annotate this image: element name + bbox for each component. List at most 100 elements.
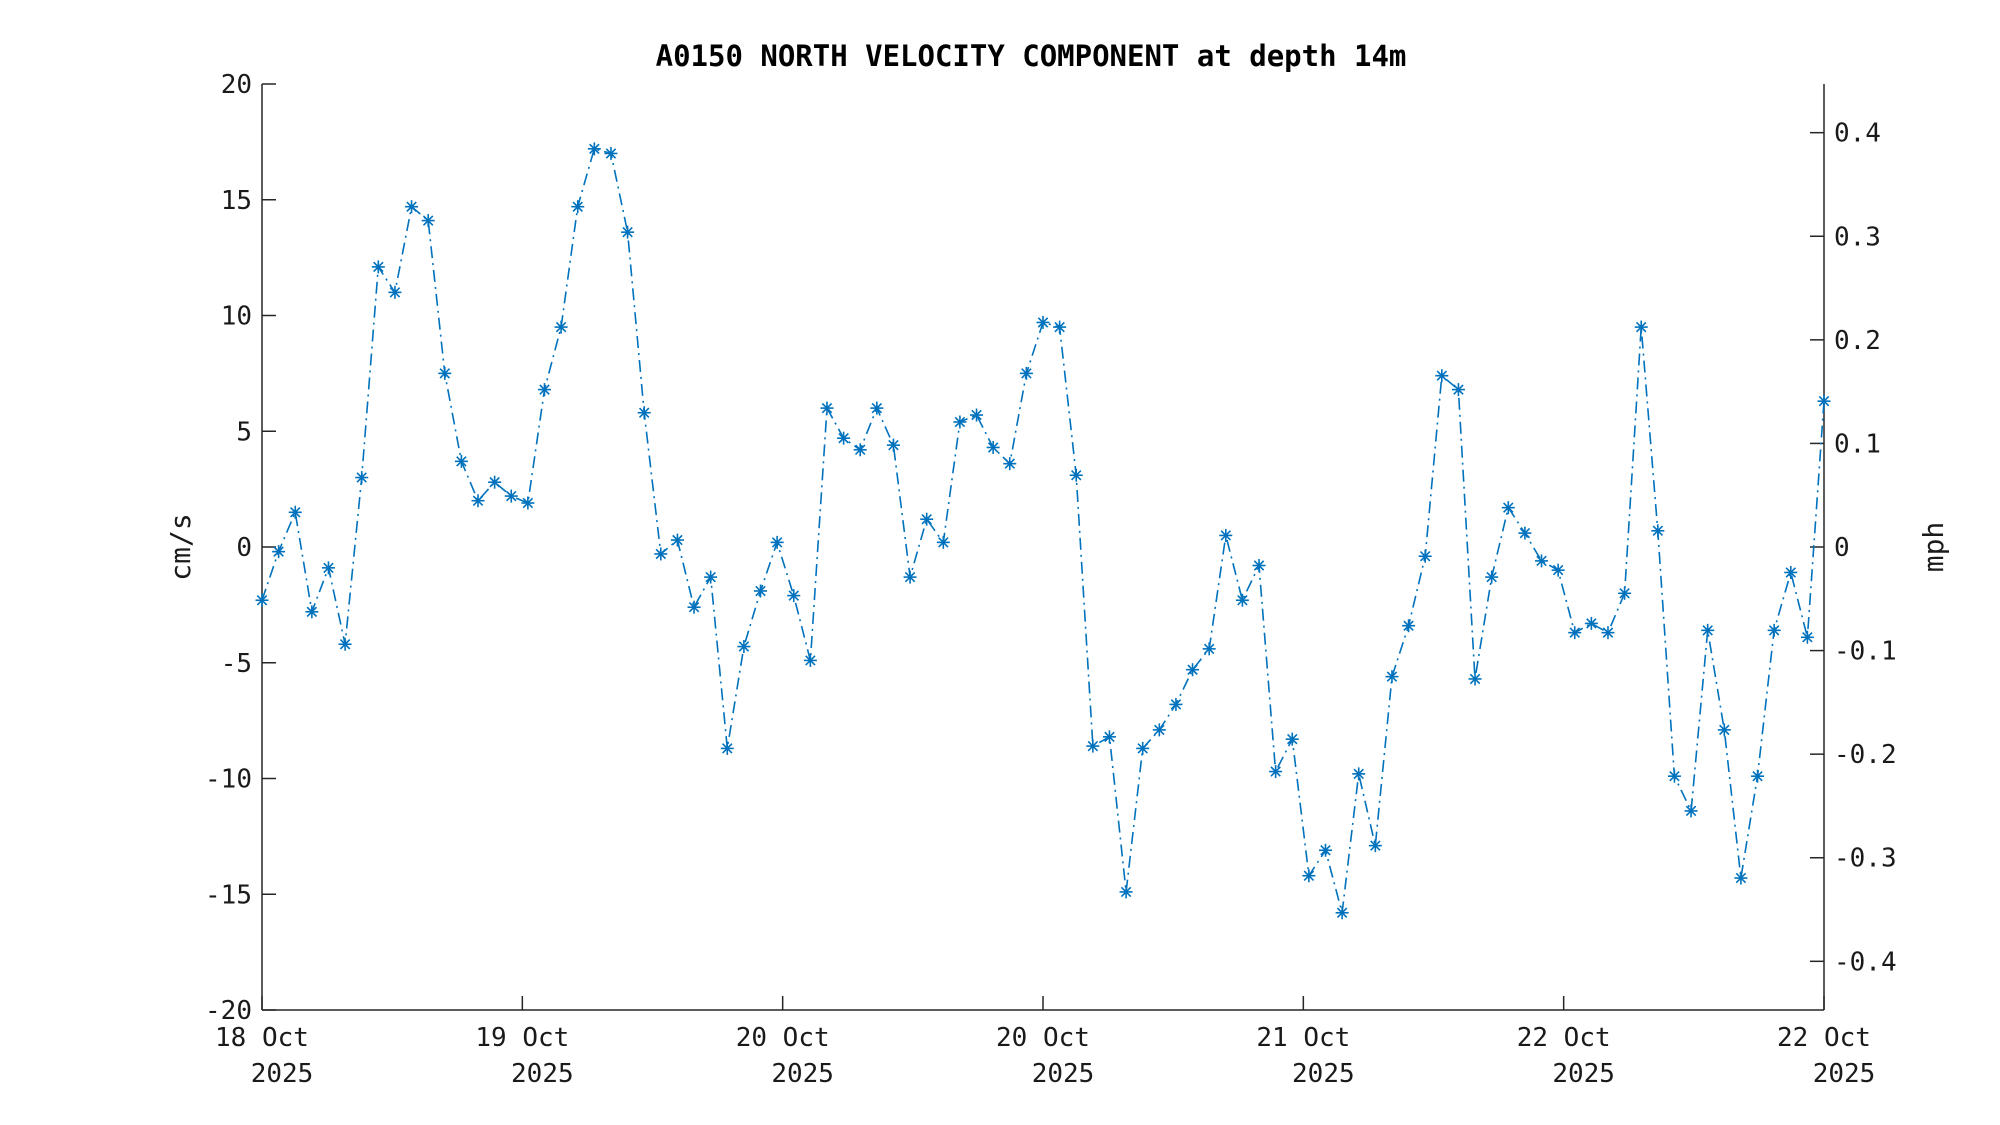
x-tick-label-year: 2025 bbox=[251, 1059, 314, 1089]
data-point bbox=[488, 475, 502, 489]
x-tick-label-day: 22 Oct bbox=[1777, 1023, 1871, 1053]
data-point bbox=[438, 366, 452, 380]
data-point bbox=[770, 535, 784, 549]
data-point bbox=[305, 605, 319, 619]
data-point bbox=[670, 533, 684, 547]
data-point bbox=[1551, 563, 1565, 577]
data-point bbox=[820, 401, 834, 415]
y-tick-label: -20 bbox=[205, 996, 252, 1026]
data-point bbox=[471, 494, 485, 508]
data-point bbox=[1219, 528, 1233, 542]
x-tick-label-day: 18 Oct bbox=[215, 1023, 309, 1053]
data-point bbox=[1036, 315, 1050, 329]
data-point bbox=[521, 496, 535, 510]
data-point bbox=[388, 285, 402, 299]
data-point bbox=[1136, 741, 1150, 755]
left-y-ticks: 20 15 10 5 0 -5 -10 -15 -20 bbox=[205, 70, 276, 1026]
data-point bbox=[1418, 549, 1432, 563]
y-tick-label: -15 bbox=[205, 880, 252, 910]
data-point bbox=[920, 512, 934, 526]
data-point bbox=[720, 741, 734, 755]
data-point bbox=[970, 408, 984, 422]
right-y-tick-label: -0.1 bbox=[1834, 637, 1897, 667]
data-point bbox=[1169, 697, 1183, 711]
right-y-tick-label: 0.3 bbox=[1834, 222, 1881, 252]
x-tick-label-day: 20 Oct bbox=[736, 1023, 830, 1053]
data-point bbox=[1086, 739, 1100, 753]
data-point bbox=[371, 260, 385, 274]
data-point bbox=[837, 431, 851, 445]
data-point bbox=[1800, 630, 1814, 644]
data-point bbox=[853, 443, 867, 457]
data-point bbox=[903, 570, 917, 584]
x-tick-label-year: 2025 bbox=[1032, 1059, 1095, 1089]
data-point bbox=[986, 440, 1000, 454]
data-point bbox=[1402, 619, 1416, 633]
data-point bbox=[1584, 616, 1598, 630]
data-point bbox=[1535, 554, 1549, 568]
data-point bbox=[1684, 804, 1698, 818]
data-point bbox=[604, 146, 618, 160]
data-point bbox=[1335, 906, 1349, 920]
data-point bbox=[621, 225, 635, 239]
x-tick-label-year: 2025 bbox=[1813, 1059, 1876, 1089]
y-tick-label: 20 bbox=[221, 70, 252, 100]
data-point bbox=[1784, 565, 1798, 579]
data-point bbox=[1667, 769, 1681, 783]
data-point bbox=[1119, 885, 1133, 899]
data-point bbox=[803, 653, 817, 667]
y-tick-label: 5 bbox=[236, 417, 252, 447]
y-tick-label: 15 bbox=[221, 186, 252, 216]
data-point bbox=[1568, 626, 1582, 640]
data-point bbox=[554, 320, 568, 334]
data-point bbox=[1235, 593, 1249, 607]
x-tick-label-day: 20 Oct bbox=[996, 1023, 1090, 1053]
data-point bbox=[936, 535, 950, 549]
data-point bbox=[1435, 369, 1449, 383]
data-point bbox=[338, 637, 352, 651]
data-point bbox=[504, 489, 518, 503]
data-point bbox=[1269, 765, 1283, 779]
data-point bbox=[571, 200, 585, 214]
data-point bbox=[1651, 524, 1665, 538]
data-point bbox=[1817, 394, 1831, 408]
data-point bbox=[1053, 320, 1067, 334]
data-point bbox=[1751, 769, 1765, 783]
data-point bbox=[953, 415, 967, 429]
x-tick-label-day: 19 Oct bbox=[475, 1023, 569, 1053]
right-y-tick-label: 0.1 bbox=[1834, 429, 1881, 459]
right-y-tick-label: 0 bbox=[1834, 533, 1850, 563]
data-point bbox=[1318, 843, 1332, 857]
y-tick-label: -5 bbox=[221, 649, 252, 679]
y-axis-label-left: cm/s bbox=[164, 513, 197, 580]
right-y-tick-label: -0.3 bbox=[1834, 844, 1897, 874]
right-y-tick-label: 0.2 bbox=[1834, 326, 1881, 356]
x-tick-label-year: 2025 bbox=[1292, 1059, 1355, 1089]
data-point bbox=[637, 406, 651, 420]
data-point bbox=[754, 584, 768, 598]
data-point bbox=[704, 570, 718, 584]
x-tick-label-day: 22 Oct bbox=[1517, 1023, 1611, 1053]
data-point bbox=[1717, 723, 1731, 737]
data-point bbox=[1102, 730, 1116, 744]
data-point bbox=[288, 505, 302, 519]
right-y-tick-label: 0.4 bbox=[1834, 119, 1881, 149]
data-point bbox=[1518, 526, 1532, 540]
right-y-tick-label: -0.2 bbox=[1834, 740, 1897, 770]
data-point bbox=[1634, 320, 1648, 334]
right-y-ticks: 0.4 0.3 0.2 0.1 0 -0.1 -0.2 -0.3 -0.4 bbox=[1810, 119, 1897, 977]
data-point bbox=[1019, 366, 1033, 380]
data-point bbox=[1451, 383, 1465, 397]
y-tick-label: 10 bbox=[221, 302, 252, 332]
data-point bbox=[1501, 501, 1515, 515]
data-point bbox=[421, 214, 435, 228]
data-point bbox=[886, 438, 900, 452]
data-point bbox=[355, 471, 369, 485]
data-point bbox=[1368, 839, 1382, 853]
x-tick-label-year: 2025 bbox=[1552, 1059, 1615, 1089]
data-point bbox=[1285, 732, 1299, 746]
data-point bbox=[255, 593, 269, 607]
data-point bbox=[1734, 871, 1748, 885]
data-point bbox=[1468, 672, 1482, 686]
